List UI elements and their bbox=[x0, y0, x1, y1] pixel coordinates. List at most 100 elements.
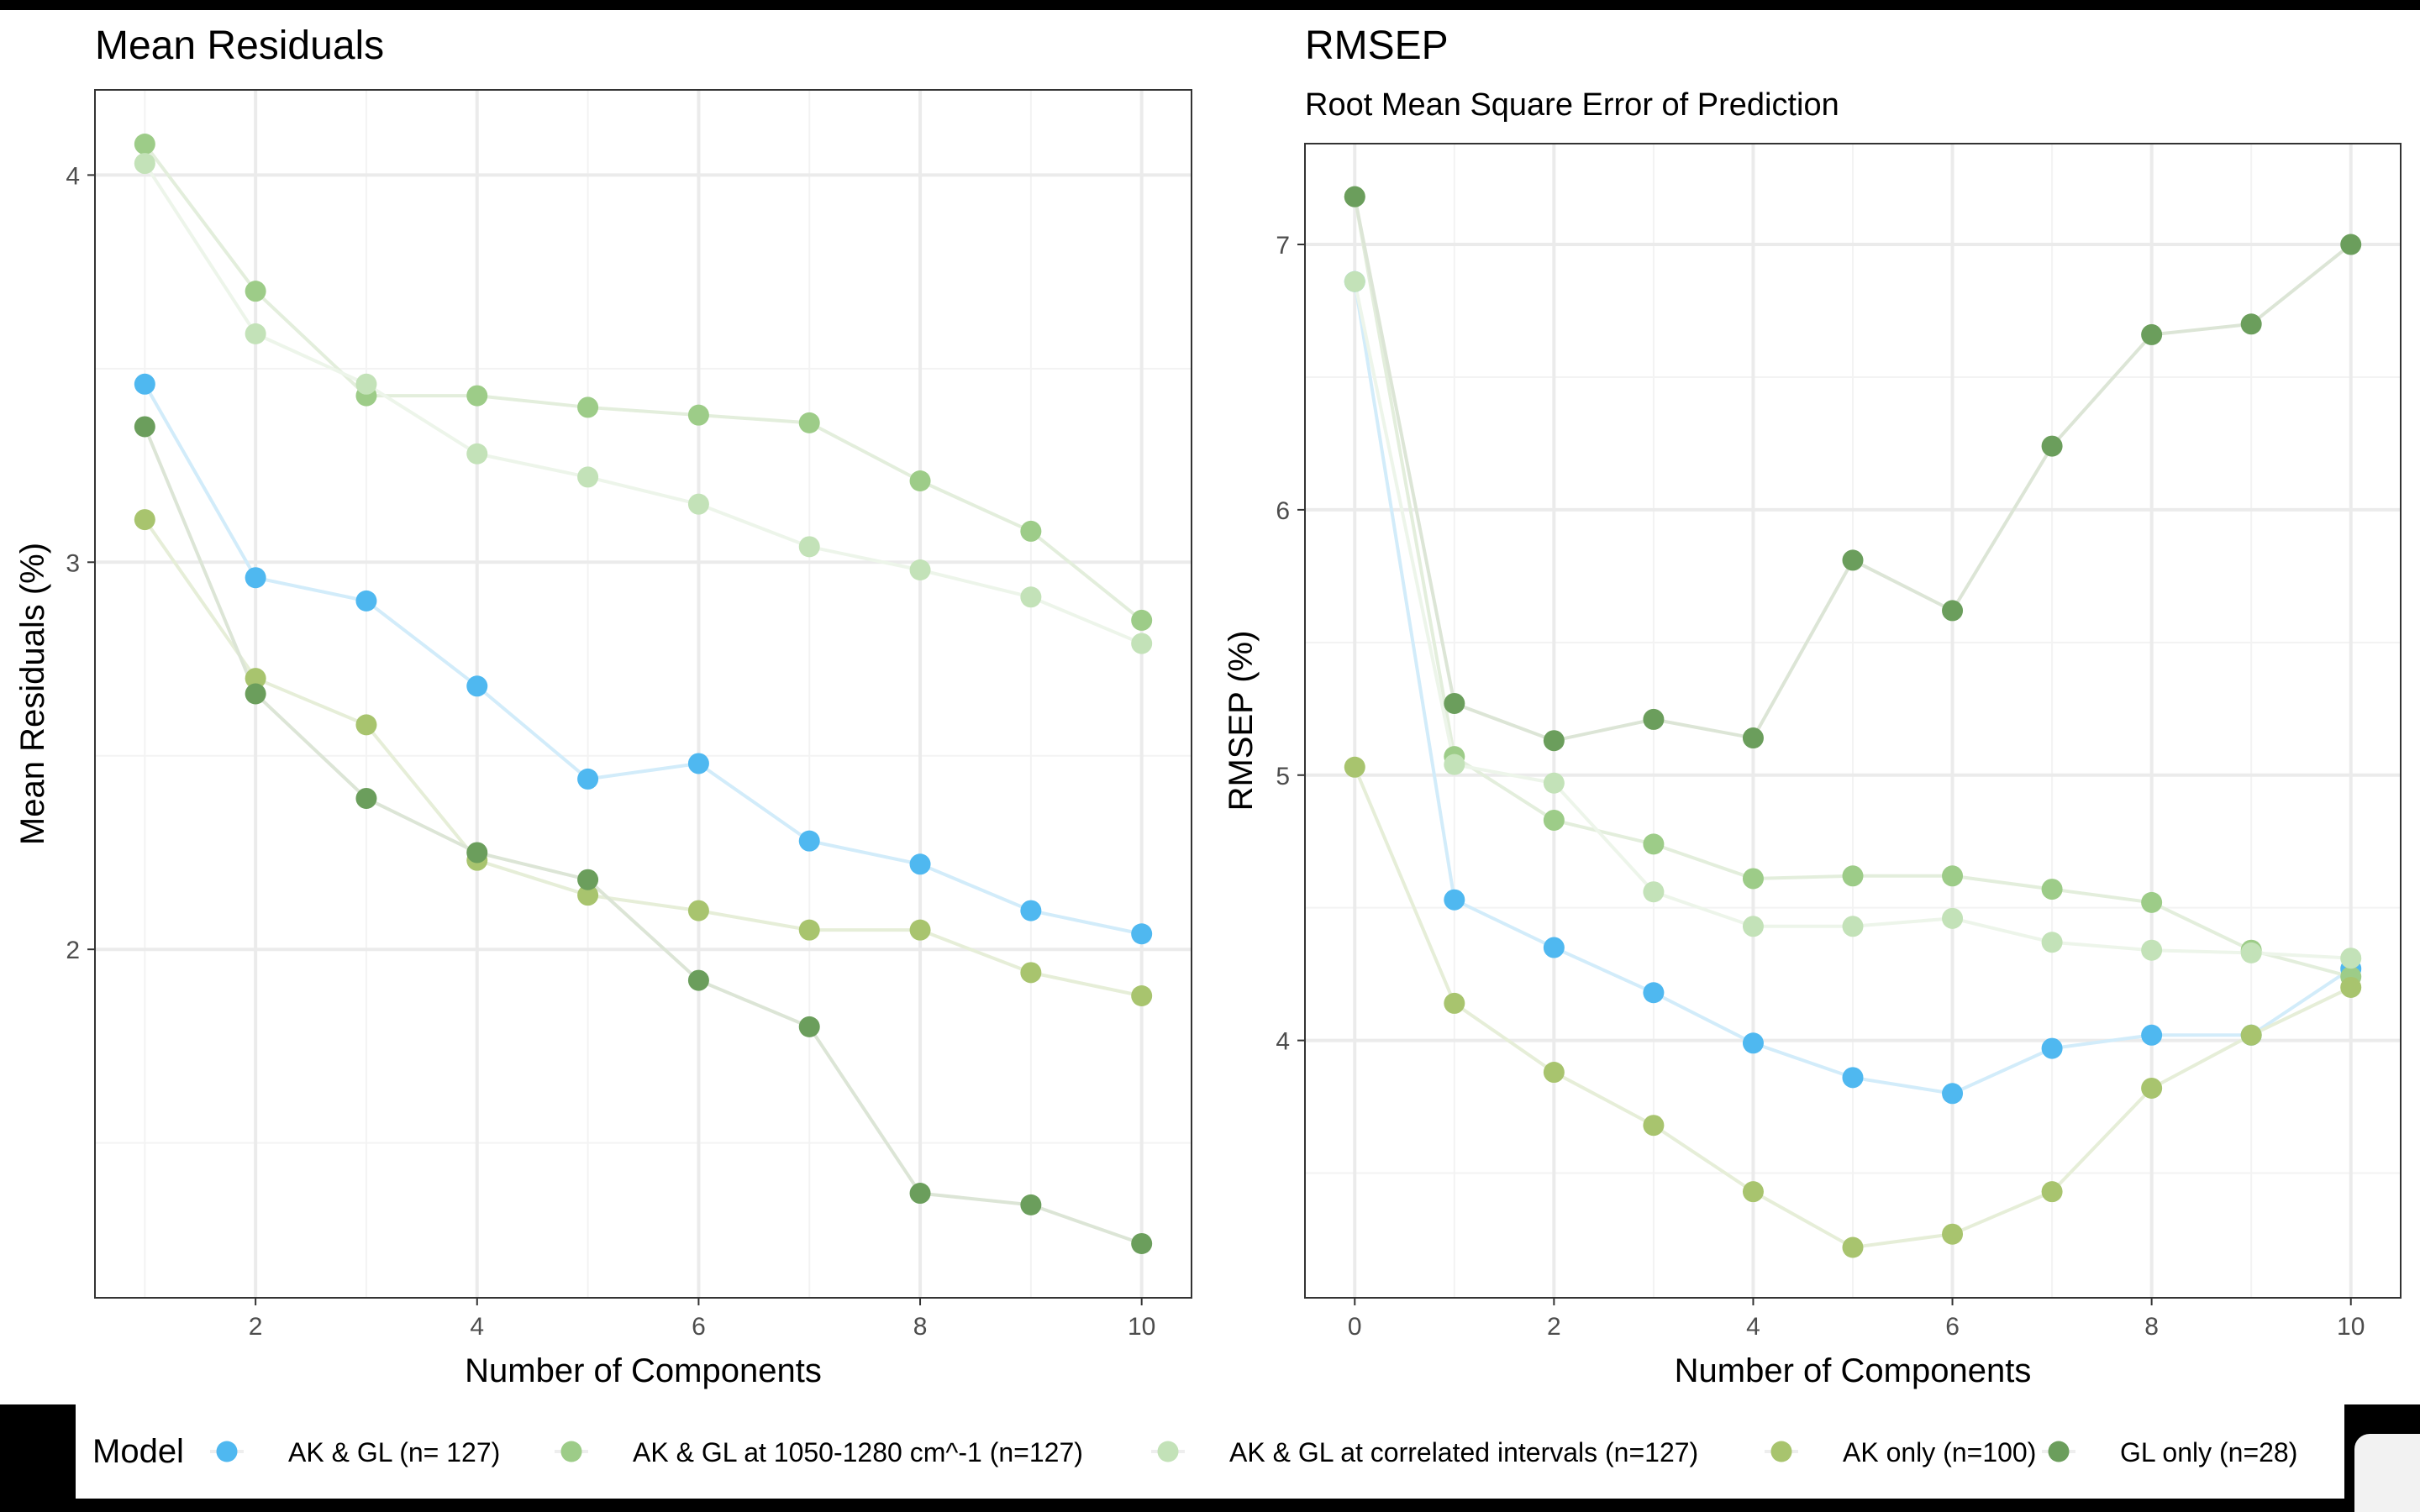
y-tick-label: 4 bbox=[1276, 1028, 1290, 1056]
legend-label: AK & GL (n= 127) bbox=[288, 1437, 500, 1467]
data-point bbox=[1942, 907, 1964, 929]
data-point bbox=[1942, 865, 1964, 887]
legend-label: AK & GL at correlated intervals (n=127) bbox=[1229, 1437, 1698, 1467]
data-point bbox=[2141, 939, 2163, 961]
data-point bbox=[798, 830, 820, 852]
data-point bbox=[1444, 889, 1465, 911]
series-line bbox=[143, 518, 1143, 998]
data-point bbox=[1444, 692, 1465, 714]
data-point bbox=[1842, 549, 1864, 571]
x-tick-label: 2 bbox=[249, 1313, 263, 1341]
series-line bbox=[143, 383, 1143, 936]
panel-border bbox=[1304, 143, 2402, 1299]
series-line bbox=[143, 162, 1143, 645]
data-point bbox=[2041, 1181, 2063, 1203]
legend-box bbox=[76, 1404, 2344, 1499]
data-point bbox=[355, 714, 377, 736]
data-point bbox=[1842, 1236, 1864, 1258]
legend-title: Model bbox=[92, 1433, 184, 1470]
data-point bbox=[798, 412, 820, 433]
data-point bbox=[1543, 1062, 1565, 1084]
data-point bbox=[1942, 1223, 1964, 1245]
data-point bbox=[577, 869, 599, 890]
data-point bbox=[2141, 323, 2163, 345]
data-point bbox=[1643, 881, 1665, 903]
y-tick-label: 7 bbox=[1276, 232, 1290, 260]
data-point bbox=[687, 969, 709, 991]
data-point bbox=[245, 323, 266, 344]
y-axis-title: Mean Residuals (%) bbox=[14, 543, 51, 845]
chart-subtitle: Root Mean Square Error of Prediction bbox=[1305, 87, 1839, 123]
legend-label: AK only (n=100) bbox=[1843, 1437, 2036, 1467]
legend: Model AK & GL (n= 127) AK & GL at 1050-12… bbox=[76, 1404, 2344, 1499]
data-point bbox=[355, 590, 377, 612]
y-axis-title: RMSEP (%) bbox=[1223, 631, 1260, 811]
x-axis-title: Number of Components bbox=[465, 1352, 822, 1389]
data-point bbox=[2240, 313, 2262, 335]
data-point bbox=[909, 559, 931, 581]
data-point bbox=[2240, 1024, 2262, 1046]
data-point bbox=[1131, 923, 1153, 945]
y-tick-label: 4 bbox=[66, 162, 80, 190]
data-point bbox=[1020, 1194, 1042, 1215]
data-point bbox=[1444, 753, 1465, 775]
x-tick-label: 2 bbox=[1547, 1313, 1561, 1341]
data-point bbox=[577, 466, 599, 488]
legend-key-point bbox=[1157, 1441, 1179, 1462]
data-point bbox=[1543, 772, 1565, 794]
x-tick-label: 10 bbox=[2337, 1313, 2365, 1341]
x-tick-label: 8 bbox=[2144, 1313, 2159, 1341]
series-line bbox=[143, 143, 1143, 622]
data-point bbox=[909, 1183, 931, 1205]
x-tick-label: 8 bbox=[913, 1313, 928, 1341]
data-point bbox=[577, 396, 599, 418]
data-point bbox=[687, 753, 709, 774]
data-point bbox=[245, 683, 266, 705]
data-point bbox=[687, 900, 709, 921]
data-point bbox=[577, 885, 599, 906]
data-point bbox=[1842, 916, 1864, 937]
data-point bbox=[2340, 234, 2362, 255]
data-point bbox=[1742, 1032, 1764, 1054]
data-point bbox=[1131, 985, 1153, 1006]
data-point bbox=[909, 919, 931, 941]
data-point bbox=[1842, 1067, 1864, 1089]
legend-key-point bbox=[560, 1441, 582, 1462]
data-point bbox=[134, 134, 155, 155]
data-point bbox=[2141, 1077, 2163, 1099]
data-point bbox=[134, 509, 155, 531]
data-point bbox=[355, 787, 377, 809]
data-point bbox=[2041, 932, 2063, 953]
data-point bbox=[1020, 586, 1042, 608]
x-tick-label: 0 bbox=[1348, 1313, 1362, 1341]
data-point bbox=[687, 404, 709, 426]
data-point bbox=[1543, 937, 1565, 958]
legend-key-point bbox=[1770, 1441, 1792, 1462]
x-axis-title: Number of Components bbox=[1675, 1352, 2032, 1389]
data-point bbox=[909, 470, 931, 492]
data-point bbox=[134, 416, 155, 438]
data-point bbox=[798, 536, 820, 558]
data-point bbox=[2141, 1024, 2163, 1046]
data-point bbox=[245, 281, 266, 302]
data-point bbox=[134, 373, 155, 395]
legend-key-point bbox=[2048, 1441, 2070, 1462]
y-tick-label: 5 bbox=[1276, 763, 1290, 790]
data-point bbox=[1344, 270, 1365, 292]
data-point bbox=[1643, 1115, 1665, 1137]
series-line bbox=[143, 426, 1143, 1246]
data-point bbox=[1344, 756, 1365, 778]
data-point bbox=[1444, 992, 1465, 1014]
y-tick-label: 2 bbox=[66, 937, 80, 964]
corner-button[interactable] bbox=[2354, 1434, 2420, 1512]
data-point bbox=[1131, 609, 1153, 631]
data-point bbox=[2340, 976, 2362, 998]
data-point bbox=[245, 567, 266, 589]
data-point bbox=[577, 768, 599, 790]
data-point bbox=[1742, 916, 1764, 937]
data-point bbox=[687, 493, 709, 515]
data-point bbox=[466, 443, 488, 465]
mean-residuals-chart: 2 4 6 8 10 2 3 4 Number of Components Mean Residu… bbox=[14, 24, 1192, 1389]
y-tick-label: 3 bbox=[66, 549, 80, 577]
data-point bbox=[1020, 520, 1042, 542]
